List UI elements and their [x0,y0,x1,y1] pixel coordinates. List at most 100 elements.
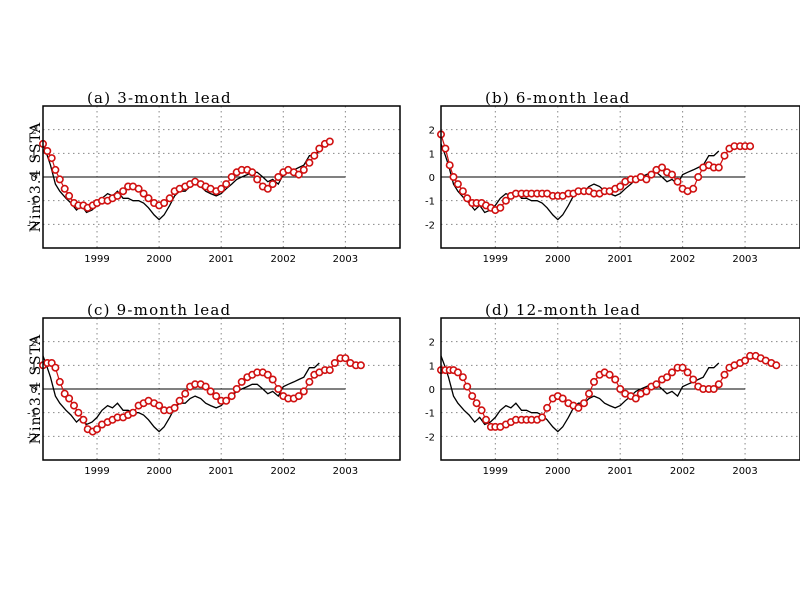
forecast-point [310,151,319,160]
forecast-point [60,389,69,398]
x-tick-label: 2001 [607,254,632,265]
forecast-point [227,392,236,401]
forecast-point [463,194,472,203]
plot-frame [440,105,800,249]
forecast-point [119,187,128,196]
forecast-point [170,403,179,412]
forecast-point [175,396,184,405]
x-tick-label: 1999 [84,466,109,477]
x-tick-label: 2002 [271,254,296,265]
forecast-point [134,184,143,193]
forecast-point [589,377,598,386]
forecast-point [453,180,462,189]
forecast-point [538,413,547,422]
forecast-point [689,184,698,193]
forecast-point [501,196,510,205]
forecast-point [683,368,692,377]
forecast-point [51,165,60,174]
x-tick-label: 2003 [732,466,757,477]
forecast-point [139,189,148,198]
y-tick-label: 0 [31,385,37,396]
forecast-point [305,158,314,167]
forecast-point [605,370,614,379]
y-tick-label: 1 [429,149,435,160]
forecast-point [305,377,314,386]
panel-a-3-month-lead: 1999 2000 2001 2002 2003 -2 -1 0 1 2 (a) 3-month l… [27,89,401,265]
forecast-point [458,373,467,382]
plot-frame [42,105,401,249]
x-tick-label: 2003 [732,254,757,265]
forecast-point [694,173,703,182]
x-tick-label: 2003 [333,466,358,477]
forecast-point [113,191,122,200]
y-tick-label: 0 [31,173,37,184]
forecast-point [341,354,350,363]
forecast-point [47,154,56,163]
x-tick-label: 2003 [333,254,358,265]
forecast-point [43,147,52,156]
forecast-point [662,373,671,382]
forecast-point [217,184,226,193]
forecast-point [667,368,676,377]
forecast-point [689,375,698,384]
forecast-point [263,370,272,379]
forecast-point [129,408,138,417]
x-tick-label: 1999 [483,254,508,265]
y-tick-label: -1 [27,409,37,420]
y-tick-label: -2 [425,432,435,443]
forecast-point [268,180,277,189]
forecast-point [616,384,625,393]
forecast-point [667,170,676,179]
forecast-point [714,163,723,172]
forecast-point [445,161,454,170]
forecast-point [144,194,153,203]
forecast-point [746,142,755,151]
y-tick-label: 1 [31,149,37,160]
x-tick-label: 2000 [545,254,570,265]
panel-title: (c) 9-month lead [87,301,231,319]
forecast-point [449,173,458,182]
forecast-point [299,387,308,396]
forecast-point [263,184,272,193]
forecast-point [222,180,231,189]
x-tick-label: 2000 [146,466,171,477]
forecast-point [720,370,729,379]
forecast-line [42,357,361,433]
observed-line [440,355,720,433]
forecast-point [65,191,74,200]
panel-b-6-month-lead: 1999 2000 2001 2002 2003 -2 -1 0 1 2 (b) 6-month l… [425,89,800,265]
forecast-point [441,144,450,153]
y-tick-label: -1 [425,409,435,420]
x-tick-label: 2000 [146,254,171,265]
y-tick-label: -2 [27,432,37,443]
y-tick-label: 2 [31,338,37,349]
forecast-point [772,361,781,370]
plot-frame [440,317,800,461]
forecast-point [741,356,750,365]
forecast-point [325,137,334,146]
y-tick-label: -1 [27,197,37,208]
panel-d-12-month-lead: 1999 2000 2001 2002 2003 -2 -1 0 1 2 (d) 12-month … [425,301,800,477]
forecast-point [642,387,651,396]
forecast-point [652,380,661,389]
y-axis-label: Nino3.4 SSTA [28,334,44,445]
panel-title: (a) 3-month lead [87,89,232,107]
forecast-point [631,394,640,403]
forecast-point [55,175,64,184]
y-tick-label: -1 [425,197,435,208]
forecast-point [642,175,651,184]
x-tick-label: 1999 [84,254,109,265]
forecast-point [274,384,283,393]
forecast-point [720,151,729,160]
y-tick-label: 0 [429,173,435,184]
forecast-point [51,363,60,372]
panel-title: (d) 12-month lead [485,301,641,319]
forecast-point [472,399,481,408]
forecast-point [657,163,666,172]
forecast-point [232,384,241,393]
forecast-point [356,361,365,370]
forecast-point [222,396,231,405]
forecast-point [55,377,64,386]
x-tick-label: 2000 [545,466,570,477]
y-tick-label: 1 [31,361,37,372]
